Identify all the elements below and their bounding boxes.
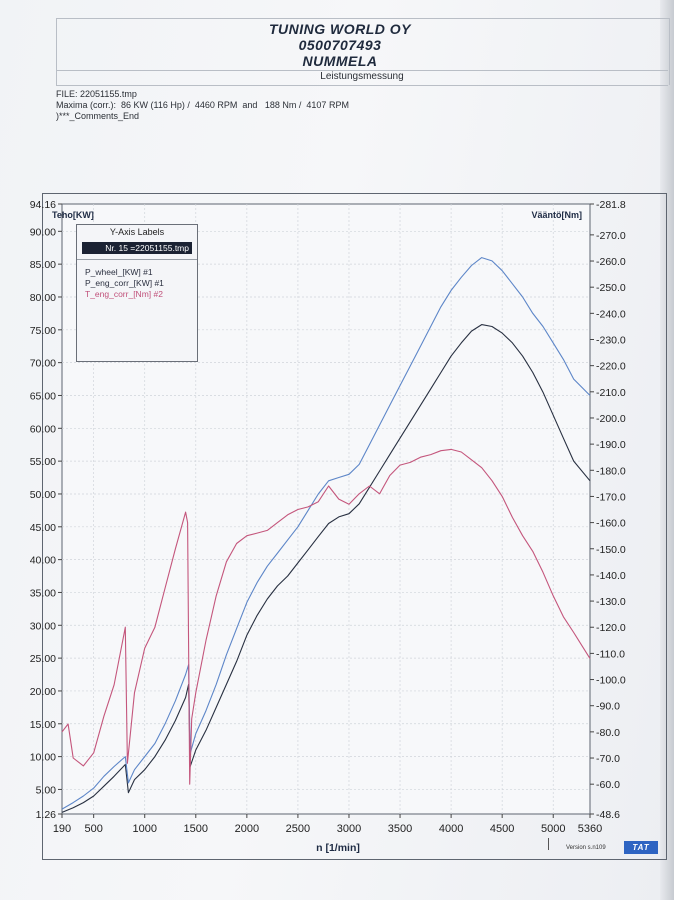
y-left-tick-label: 35.00	[30, 587, 56, 599]
series-line-p-wheel	[61, 324, 591, 813]
legend-item-engine: P_eng_corr_[KW] #1	[85, 278, 164, 288]
y-right-tick-label: -190.0	[596, 439, 626, 451]
y-right-tick-label: -60.0	[596, 779, 620, 791]
x-tick-label: 4500	[490, 823, 514, 835]
legend-item-torque: T_eng_corr_[Nm] #2	[85, 289, 163, 299]
tat-logo: TAT	[624, 841, 658, 854]
x-tick-label: 1000	[132, 823, 156, 835]
y-right-tick-label: -260.0	[596, 256, 626, 268]
y-left-tick-label: 30.00	[30, 620, 56, 632]
header-box	[56, 18, 670, 85]
y-right-tick-label: -180.0	[596, 465, 626, 477]
y-right-tick-label: -230.0	[596, 334, 626, 346]
y-left-tick-label: 50.00	[30, 489, 56, 501]
y-right-tick-label: -140.0	[596, 570, 626, 582]
subtitle-row: Leistungsmessung	[56, 70, 668, 86]
legend-divider	[77, 259, 197, 260]
y-right-tick-label: -100.0	[596, 675, 626, 687]
y-right-tick-label: -80.0	[596, 727, 620, 739]
legend-file-label[interactable]: Nr. 15 =22051155.tmp	[82, 242, 192, 254]
x-tick-label: 190	[53, 823, 71, 835]
y-right-tick-label: -160.0	[596, 518, 626, 530]
comments-info: )***_Comments_End	[56, 111, 140, 121]
y-left-tick-label: 40.00	[30, 555, 56, 567]
legend-box[interactable]: Y-Axis Labels Nr. 15 =22051155.tmp P_whe…	[76, 224, 198, 362]
series-line-p-engine	[61, 257, 591, 810]
y-left-tick-label: 94.16	[30, 199, 56, 211]
y-left-tick-label: 80.00	[30, 292, 56, 304]
y-left-tick-label: 55.00	[30, 456, 56, 468]
y-right-tick-label: -90.0	[596, 701, 620, 713]
y-left-axis-label: Teho[KW]	[52, 210, 94, 220]
y-left-tick-label: 20.00	[30, 686, 56, 698]
y-right-tick-label: -200.0	[596, 413, 626, 425]
paper-edge	[660, 0, 674, 900]
y-left-tick-label: 5.00	[36, 784, 57, 796]
company-phone: 0500707493	[298, 37, 382, 53]
y-left-tick-label: 85.00	[30, 259, 56, 271]
x-tick-label: 3000	[337, 823, 361, 835]
x-tick-label: 1500	[184, 823, 208, 835]
y-left-tick-label: 45.00	[30, 522, 56, 534]
y-right-tick-label: -210.0	[596, 387, 626, 399]
x-axis-label: n [1/min]	[316, 842, 360, 854]
x-tick-label: 4000	[439, 823, 463, 835]
x-tick-label: 5360	[578, 823, 602, 835]
version-label: Version s.n109	[566, 845, 606, 851]
y-right-axis-label: Vääntö[Nm]	[531, 210, 582, 220]
company-city: NUMMELA	[302, 53, 378, 69]
report-subtitle: Leistungsmessung	[320, 71, 404, 82]
y-left-tick-label: 15.00	[30, 719, 56, 731]
x-tick-label: 2000	[235, 823, 259, 835]
y-right-tick-label: -48.6	[596, 809, 620, 821]
chart-frame	[42, 193, 667, 860]
y-left-tick-label: 90.00	[30, 226, 56, 238]
y-left-tick-label: 65.00	[30, 390, 56, 402]
x-tick-label: 500	[84, 823, 102, 835]
y-left-tick-label: 25.00	[30, 653, 56, 665]
y-right-tick-label: -110.0	[596, 648, 625, 660]
y-left-tick-label: 10.00	[30, 752, 56, 764]
legend-title: Y-Axis Labels	[109, 227, 165, 237]
company-name: TUNING WORLD OY	[268, 21, 412, 37]
cursor-marker-icon	[548, 838, 555, 850]
x-tick-label: 5000	[541, 823, 565, 835]
y-right-tick-label: -70.0	[596, 753, 620, 765]
file-info: FILE: 22051155.tmp	[56, 89, 137, 99]
maxima-info: Maxima (corr.): 86 KW (116 Hp) / 4460 RP…	[56, 100, 349, 110]
x-tick-label: 2500	[286, 823, 310, 835]
y-right-tick-label: -240.0	[596, 308, 626, 320]
y-left-tick-label: 70.00	[30, 358, 56, 370]
legend-item-wheel: P_wheel_[KW] #1	[85, 267, 153, 277]
series-line-torque	[61, 448, 591, 785]
y-right-tick-label: -220.0	[596, 361, 626, 373]
y-right-tick-label: -130.0	[596, 596, 626, 608]
x-tick-label: 3500	[388, 823, 412, 835]
y-right-tick-label: -281.8	[596, 199, 626, 211]
y-right-tick-label: -270.0	[596, 230, 626, 242]
y-right-tick-label: -170.0	[596, 491, 626, 503]
y-right-tick-label: -150.0	[596, 544, 626, 556]
y-left-tick-label: 1.26	[36, 809, 57, 821]
y-right-tick-label: -120.0	[596, 622, 626, 634]
y-left-tick-label: 75.00	[30, 325, 56, 337]
y-left-tick-label: 60.00	[30, 423, 56, 435]
y-right-tick-label: -250.0	[596, 282, 626, 294]
